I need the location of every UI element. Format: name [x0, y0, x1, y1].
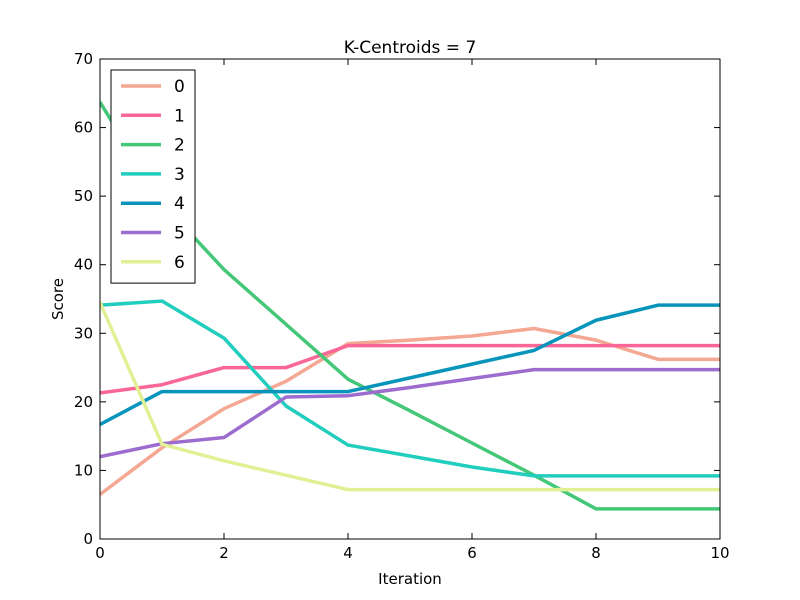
legend-box: [110, 69, 196, 284]
legend-label-5: 5: [174, 224, 185, 244]
y-tick-label: 30: [74, 324, 93, 342]
legend-label-0: 0: [174, 77, 185, 97]
series-line-4: [100, 303, 720, 427]
x-tick-label: 4: [343, 544, 353, 562]
y-tick-label: 50: [74, 187, 93, 205]
x-tick-label: 2: [219, 544, 229, 562]
y-tick-label: 0: [83, 530, 93, 548]
y-tick-label: 60: [74, 119, 93, 137]
legend-label-1: 1: [174, 106, 185, 126]
series-line-1: [100, 343, 720, 395]
y-tick-label: 40: [74, 256, 93, 274]
series-line-2: [100, 101, 720, 511]
chart-title: K-Centroids = 7: [344, 38, 477, 58]
legend-label-6: 6: [174, 253, 185, 273]
x-axis-label: Iteration: [378, 570, 442, 588]
legend-label-3: 3: [174, 165, 185, 185]
y-tick-label: 20: [74, 393, 93, 411]
series-line-3: [100, 299, 720, 478]
series-line-6: [100, 301, 720, 492]
series-layer: [100, 101, 720, 511]
x-tick-label: 10: [710, 544, 729, 562]
legend-label-4: 4: [174, 194, 185, 214]
x-tick-label: 0: [95, 544, 105, 562]
x-tick-label: 6: [467, 544, 477, 562]
y-tick-label: 70: [74, 50, 93, 68]
legend: 0 1 2 3 4 5 6: [110, 69, 196, 284]
x-tick-label: 8: [591, 544, 601, 562]
series-line-5: [100, 367, 720, 459]
y-tick-label: 10: [74, 461, 93, 479]
y-axis-label: Score: [49, 278, 67, 320]
legend-label-2: 2: [174, 136, 185, 156]
plot-area-frame: [99, 58, 721, 540]
